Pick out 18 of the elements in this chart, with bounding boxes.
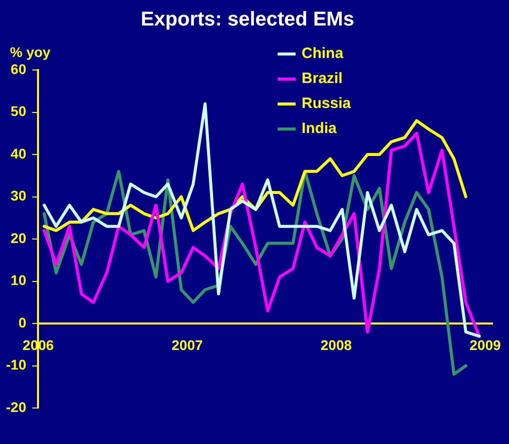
y-tick-label: -20 <box>6 398 26 415</box>
y-tick-label: 20 <box>10 230 26 246</box>
legend-label: China <box>302 45 344 62</box>
y-tick-label: 0 <box>18 314 26 330</box>
y-tick-label: 30 <box>10 188 26 204</box>
legend-label: Brazil <box>302 70 343 88</box>
y-tick-label: -10 <box>6 356 26 373</box>
chart-title: Exports: selected EMs <box>140 8 354 31</box>
y-tick-label: 10 <box>10 272 26 288</box>
y-tick-label: 40 <box>10 145 26 162</box>
x-tick-label: 2007 <box>172 336 204 353</box>
y-tick-label: 60 <box>10 60 26 77</box>
legend-label: India <box>302 120 338 138</box>
legend-label: Russia <box>302 95 352 112</box>
x-tick-label: 2009 <box>470 336 501 353</box>
y-axis-title: % yoy <box>10 44 51 60</box>
y-tick-label: 50 <box>10 103 26 120</box>
x-tick-label: 2008 <box>320 336 352 353</box>
